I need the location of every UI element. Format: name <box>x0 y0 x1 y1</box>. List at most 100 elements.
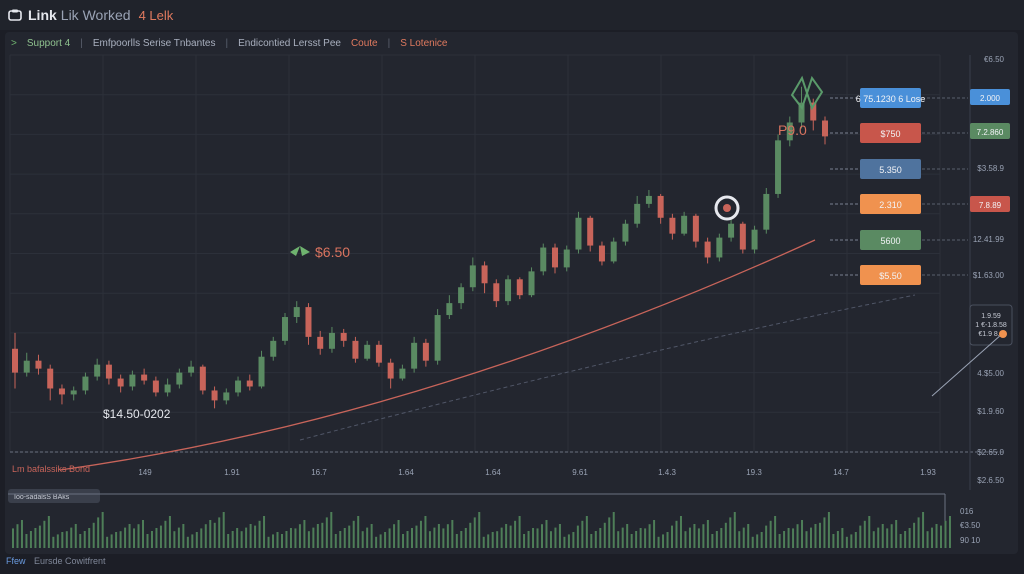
volume-bar <box>778 534 781 548</box>
axis-price-tag-label: 7.8.89 <box>979 201 1002 210</box>
volume-bar <box>348 525 351 548</box>
volume-y-tick: €3.50 <box>960 521 981 530</box>
toolbar-item-2[interactable]: Endicontied Lersst Pee <box>238 37 341 49</box>
candle-body <box>775 140 782 194</box>
y-tick-label: $1.63.00 <box>973 271 1005 280</box>
candle-body <box>399 368 406 379</box>
app-title-sub: Lik Worked <box>60 7 131 23</box>
volume-bar <box>948 516 951 548</box>
volume-bar <box>298 524 301 548</box>
volume-bar <box>285 531 288 548</box>
volume-bar <box>648 524 651 548</box>
candle-body <box>763 193 770 230</box>
volume-bar <box>52 536 55 548</box>
x-tick-label: 1.4.3 <box>658 468 676 477</box>
volume-bar <box>688 527 691 548</box>
toolbar-item-2-suffix[interactable]: Coute <box>350 37 378 49</box>
candle-body <box>563 249 570 268</box>
volume-bar <box>397 520 400 548</box>
axis-price-tag-label: 2.000 <box>980 94 1001 103</box>
volume-bar <box>437 524 440 548</box>
toolbar-item-1[interactable]: Emfpoorlls Serise Tnbantes <box>92 37 216 49</box>
volume-bar <box>500 527 503 548</box>
volume-bar <box>254 525 257 548</box>
volume-bar <box>935 524 938 548</box>
candle-body <box>164 384 171 393</box>
volume-bar <box>774 516 777 548</box>
volume-bar <box>384 532 387 548</box>
volume-bar <box>926 531 929 548</box>
volume-bar <box>137 524 140 548</box>
volume-bar <box>850 534 853 548</box>
volume-bar <box>370 524 373 548</box>
volume-bar <box>12 528 14 548</box>
toolbar-item-3[interactable]: S Lotenice <box>400 37 448 49</box>
chart-toolbar: > Support 4 | Emfpoorlls Serise Tnbantes… <box>5 32 448 54</box>
volume-bar <box>115 532 118 548</box>
x-tick-label: 1.93 <box>920 468 936 477</box>
status-text: Eursde Cowitfrent <box>34 556 106 566</box>
volume-bar <box>836 531 839 548</box>
volume-bar <box>729 517 732 548</box>
volume-bar <box>92 522 95 548</box>
volume-bar <box>43 520 46 548</box>
candle-body <box>105 364 112 379</box>
volume-bar <box>482 536 485 548</box>
volume-bar <box>240 531 243 548</box>
candle-body <box>575 217 582 250</box>
zigzag-icon <box>790 75 824 111</box>
chevron-right-icon[interactable]: > <box>11 37 17 49</box>
status-bar: Ffew Eursde Cowitfrent <box>6 556 106 566</box>
volume-bar <box>760 532 763 548</box>
candle-body <box>739 223 746 250</box>
volume-bar <box>751 536 754 548</box>
candle-body <box>246 380 253 387</box>
volume-bar <box>545 520 548 548</box>
volume-bar <box>428 531 431 548</box>
volume-bar <box>316 524 319 548</box>
volume-bar <box>505 524 508 548</box>
volume-bar <box>150 531 153 548</box>
candle-body <box>375 344 382 363</box>
toolbar-support[interactable]: Support 4 <box>26 37 71 49</box>
volume-bar <box>375 536 378 548</box>
candle-body <box>211 390 218 401</box>
volume-bar <box>227 534 230 548</box>
volume-bar <box>567 534 570 548</box>
candle-body <box>282 317 288 341</box>
volume-bar <box>366 527 369 548</box>
volume-bar <box>581 520 584 548</box>
volume-bar <box>603 522 606 548</box>
volume-bar <box>182 524 185 548</box>
volume-bar <box>827 512 830 548</box>
volume-bar <box>697 528 700 548</box>
volume-bar <box>280 534 283 548</box>
volume-bar <box>747 524 750 548</box>
volume-bar <box>630 534 633 548</box>
volume-bar <box>464 528 467 548</box>
status-link[interactable]: Ffew <box>6 556 26 566</box>
volume-bar <box>796 524 799 548</box>
candle-body <box>223 392 230 401</box>
candle-body <box>364 344 371 359</box>
volume-bar <box>787 528 790 548</box>
volume-bar <box>572 532 575 548</box>
inset-line-1: 1.9.59 <box>981 313 1001 320</box>
volume-bar <box>303 520 306 548</box>
volume-bar <box>128 524 131 548</box>
volume-bar <box>549 531 552 548</box>
bottom-legend: Lm bafalssiks Bond <box>12 464 90 474</box>
volume-bar <box>61 532 64 548</box>
volume-bar <box>563 536 566 548</box>
volume-bar <box>195 532 198 548</box>
x-tick-label: 1.64 <box>485 468 501 477</box>
candle-body <box>258 356 265 387</box>
volume-bar <box>478 512 481 548</box>
volume-bar <box>38 525 41 548</box>
candle-body <box>610 241 617 262</box>
volume-bar <box>16 524 19 548</box>
candle-body <box>35 360 42 369</box>
volume-bar <box>258 520 261 548</box>
volume-bar <box>218 517 221 548</box>
